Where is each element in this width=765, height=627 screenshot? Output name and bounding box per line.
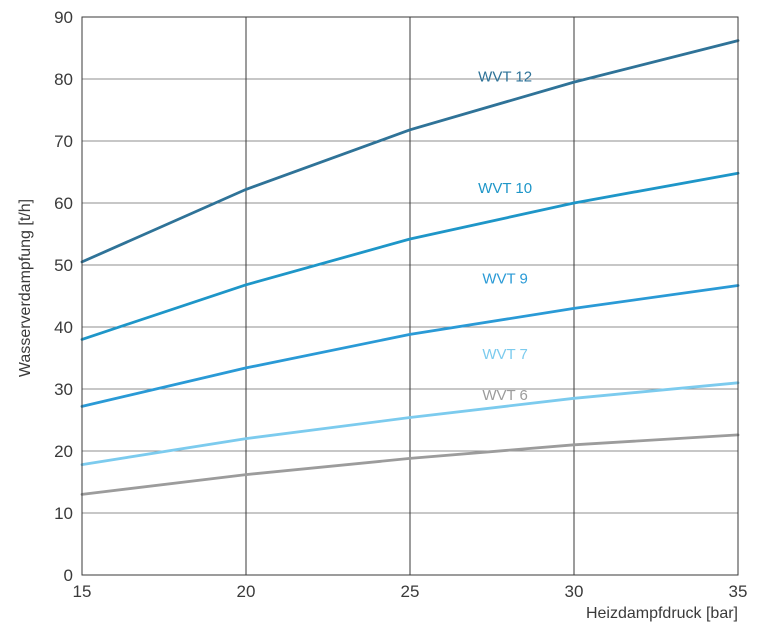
series-line-wvt-12 bbox=[80, 39, 740, 264]
tick-labels: 0 10 20 30 40 50 60 70 80 90 15 20 25 30 35 bbox=[54, 8, 747, 601]
y-tick-label: 10 bbox=[54, 504, 73, 523]
y-tick-label: 0 bbox=[64, 566, 73, 585]
x-tick-label: 30 bbox=[565, 582, 584, 601]
x-tick-label: 25 bbox=[401, 582, 420, 601]
y-tick-label: 90 bbox=[54, 8, 73, 27]
series-label: WVT 10 bbox=[478, 180, 532, 197]
series-line-wvt-6 bbox=[80, 433, 740, 496]
y-axis-title: Wasserverdampfung [t/h] bbox=[17, 199, 34, 377]
series-labels: WVT 12 WVT 10 WVT 9 WVT 7 WVT 6 bbox=[478, 68, 532, 404]
x-tick-label: 15 bbox=[73, 582, 92, 601]
y-tick-label: 60 bbox=[54, 194, 73, 213]
x-tick-label: 35 bbox=[729, 582, 748, 601]
x-axis-title: Heizdampfdruck [bar] bbox=[586, 605, 738, 622]
y-tick-label: 80 bbox=[54, 70, 73, 89]
series-label: WVT 7 bbox=[482, 346, 528, 363]
plot-frame bbox=[81, 16, 739, 576]
grid bbox=[81, 16, 739, 576]
y-tick-label: 30 bbox=[54, 380, 73, 399]
series-label: WVT 9 bbox=[482, 271, 528, 288]
series-label: WVT 6 bbox=[482, 387, 528, 404]
y-tick-label: 50 bbox=[54, 256, 73, 275]
series-label: WVT 12 bbox=[478, 68, 532, 85]
y-tick-label: 40 bbox=[54, 318, 73, 337]
series-line-wvt-10 bbox=[80, 171, 740, 341]
series-line-wvt-9 bbox=[80, 284, 740, 408]
y-tick-label: 70 bbox=[54, 132, 73, 151]
series-lines bbox=[80, 39, 740, 496]
y-tick-label: 20 bbox=[54, 442, 73, 461]
x-tick-label: 20 bbox=[237, 582, 256, 601]
series-line-wvt-7 bbox=[80, 381, 740, 467]
